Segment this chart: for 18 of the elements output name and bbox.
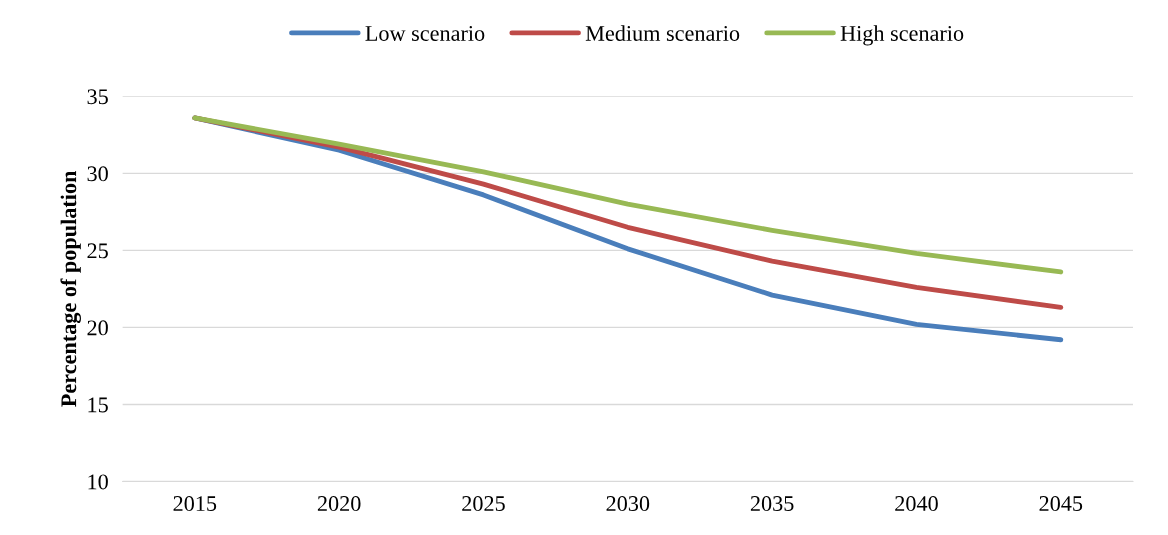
- legend-label: Medium scenario: [585, 25, 740, 41]
- y-tick-label: 25: [87, 243, 108, 259]
- y-tick-label: 20: [87, 320, 108, 336]
- y-tick-label: 10: [88, 474, 108, 490]
- legend-label: High scenario: [840, 25, 964, 46]
- y-tick-label: 35: [87, 89, 108, 105]
- x-tick-label: 2015: [173, 496, 217, 512]
- x-tick-label: 2045: [1039, 496, 1083, 512]
- y-axis-title: Percentage of population: [60, 170, 81, 407]
- x-tick-label: 2035: [750, 496, 794, 512]
- x-tick-label: 2040: [895, 496, 938, 512]
- y-tick-label: 30: [87, 166, 108, 182]
- legend-label: Low scenario: [365, 25, 485, 41]
- x-tick-label: 2020: [317, 496, 361, 512]
- x-tick-label: 2025: [462, 496, 505, 512]
- y-tick-label: 15: [88, 397, 108, 413]
- line-series: [192, 115, 1064, 275]
- x-tick-label: 2030: [606, 496, 650, 512]
